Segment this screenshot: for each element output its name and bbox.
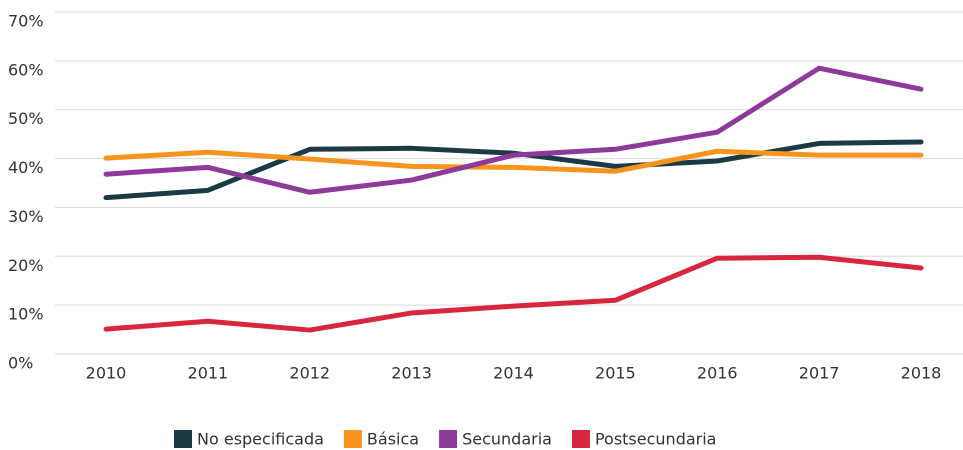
y-tick-label: 20% — [8, 256, 44, 275]
legend-swatch — [343, 430, 362, 448]
y-tick-label: 30% — [8, 207, 44, 226]
legend-label: Secundaria — [462, 430, 552, 449]
x-tick-label: 2012 — [289, 364, 330, 383]
x-tick-label: 2010 — [86, 364, 127, 383]
y-tick-label: 40% — [8, 158, 44, 177]
legend-swatch — [439, 430, 458, 448]
legend-label: Postsecundaria — [595, 430, 717, 449]
legend-swatch — [174, 430, 192, 448]
legend-label: Básica — [367, 430, 419, 449]
x-tick-label: 2018 — [901, 364, 942, 383]
y-tick-label: 60% — [8, 60, 44, 79]
x-tick-label: 2013 — [391, 364, 432, 383]
x-tick-label: 2017 — [799, 364, 840, 383]
x-tick-label: 2016 — [697, 364, 738, 383]
y-tick-label: 10% — [8, 305, 44, 324]
legend-swatch — [571, 430, 590, 448]
line-series — [103, 148, 924, 174]
y-tick-label: 50% — [8, 109, 44, 128]
line-series — [103, 65, 924, 195]
x-tick-label: 2011 — [188, 364, 229, 383]
y-tick-label: 0% — [8, 354, 33, 373]
y-tick-label: 70% — [8, 12, 44, 31]
legend-label: No especificada — [197, 430, 324, 449]
x-tick-label: 2014 — [493, 364, 534, 383]
x-tick-label: 2015 — [595, 364, 636, 383]
line-series — [103, 254, 924, 333]
